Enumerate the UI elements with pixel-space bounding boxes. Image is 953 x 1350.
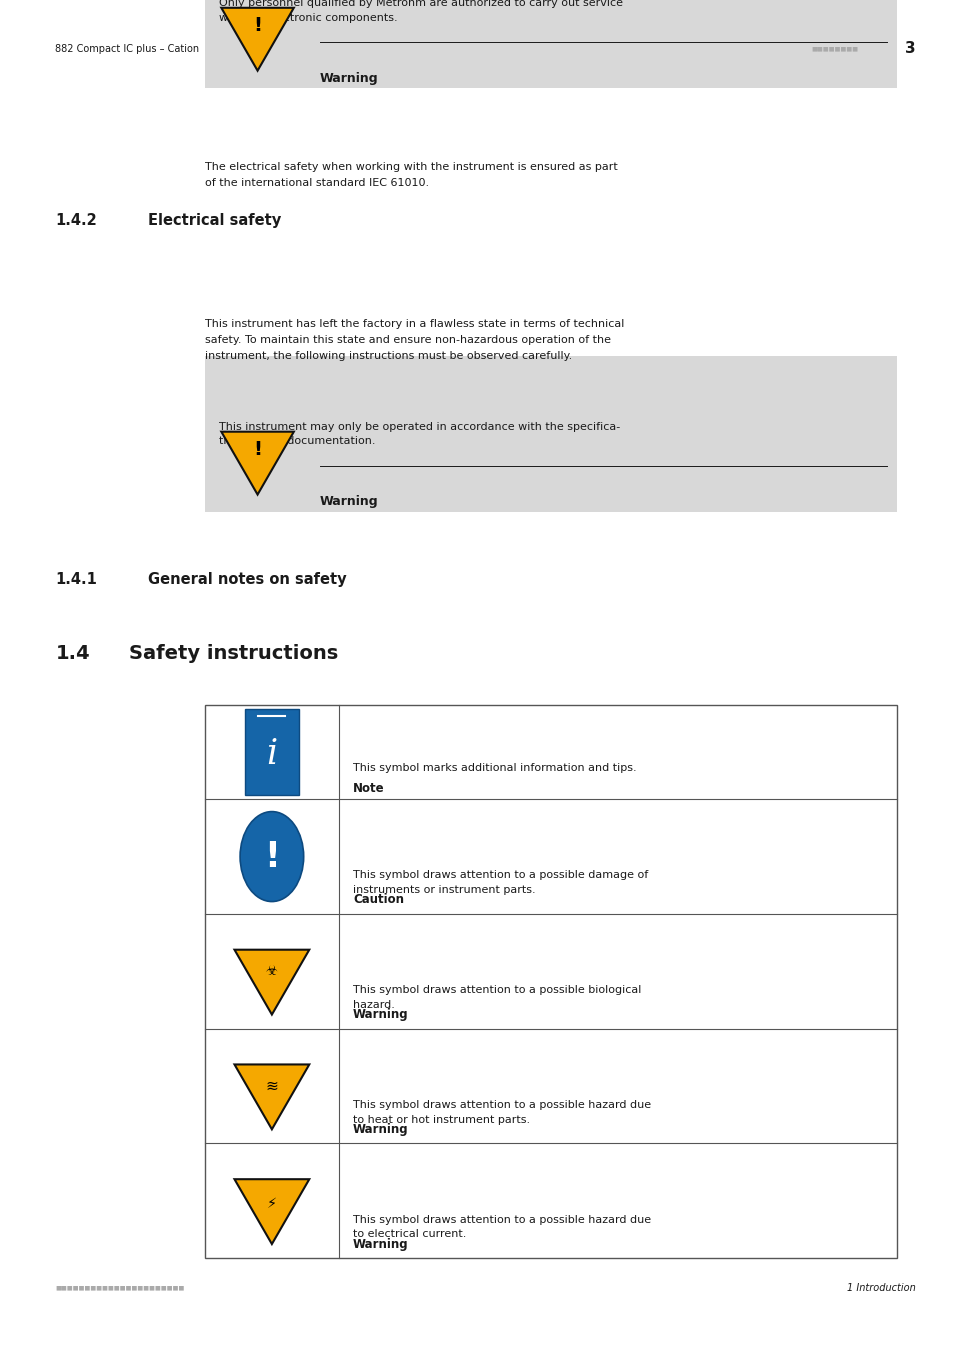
Text: Safety instructions: Safety instructions <box>129 644 337 663</box>
Text: 1.4.1: 1.4.1 <box>55 572 97 587</box>
Text: i: i <box>266 737 277 771</box>
Text: Warning: Warning <box>319 495 377 509</box>
Text: 1.4.2: 1.4.2 <box>55 213 97 228</box>
Text: Warning: Warning <box>319 72 377 85</box>
Text: This symbol draws attention to a possible damage of
instruments or instrument pa: This symbol draws attention to a possibl… <box>353 871 647 895</box>
Text: General notes on safety: General notes on safety <box>148 572 346 587</box>
Text: ≋: ≋ <box>265 1079 278 1094</box>
Text: 3: 3 <box>904 40 915 57</box>
Bar <box>205 356 896 512</box>
Text: Warning: Warning <box>353 1238 408 1250</box>
Text: This symbol draws attention to a possible hazard due
to electrical current.: This symbol draws attention to a possibl… <box>353 1215 651 1239</box>
Text: !: ! <box>253 440 262 459</box>
Text: This symbol draws attention to a possible biological
hazard.: This symbol draws attention to a possibl… <box>353 986 640 1010</box>
Text: This symbol draws attention to a possible hazard due
to heat or hot instrument p: This symbol draws attention to a possibl… <box>353 1100 651 1125</box>
Text: 882 Compact IC plus – Cation: 882 Compact IC plus – Cation <box>55 43 199 54</box>
Text: !: ! <box>253 16 262 35</box>
Text: ⚡: ⚡ <box>267 1197 276 1211</box>
Polygon shape <box>221 432 294 494</box>
Polygon shape <box>234 1179 309 1245</box>
Text: 1.4: 1.4 <box>55 644 90 663</box>
Text: Warning: Warning <box>353 1008 408 1021</box>
Text: Note: Note <box>353 782 384 795</box>
Bar <box>205 0 896 88</box>
Text: This symbol marks additional information and tips.: This symbol marks additional information… <box>353 763 636 774</box>
Text: ■■■■■■■■: ■■■■■■■■ <box>810 46 857 51</box>
Text: This instrument has left the factory in a flawless state in terms of technical
s: This instrument has left the factory in … <box>205 319 624 362</box>
Text: Electrical safety: Electrical safety <box>148 213 281 228</box>
Polygon shape <box>234 949 309 1015</box>
Polygon shape <box>234 1064 309 1130</box>
Text: Warning: Warning <box>353 1123 408 1135</box>
Text: Only personnel qualified by Metrohm are authorized to carry out service
work on : Only personnel qualified by Metrohm are … <box>219 0 622 23</box>
Bar <box>205 705 896 1258</box>
Bar <box>245 709 298 795</box>
Polygon shape <box>221 8 294 70</box>
Text: This instrument may only be operated in accordance with the specifica-
tions in : This instrument may only be operated in … <box>219 421 620 447</box>
Circle shape <box>240 811 303 902</box>
Text: ■■■■■■■■■■■■■■■■■■■■■■: ■■■■■■■■■■■■■■■■■■■■■■ <box>55 1285 184 1291</box>
Text: The electrical safety when working with the instrument is ensured as part
of the: The electrical safety when working with … <box>205 162 618 189</box>
Text: Caution: Caution <box>353 894 403 906</box>
Text: ☣: ☣ <box>266 965 277 977</box>
Text: 1 Introduction: 1 Introduction <box>846 1282 915 1293</box>
Text: !: ! <box>264 840 279 873</box>
